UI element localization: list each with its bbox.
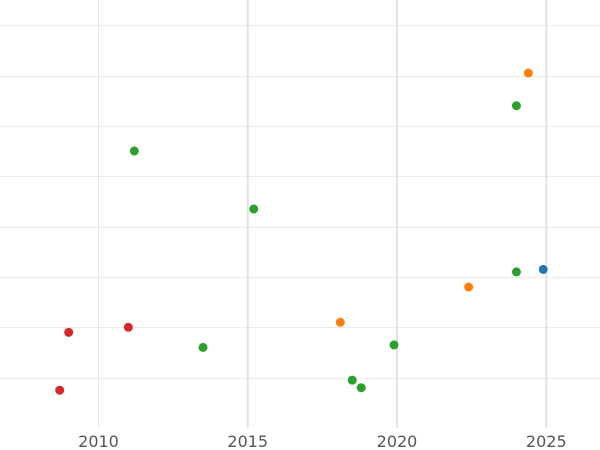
data-points <box>55 68 548 395</box>
data-point-s2-6[interactable] <box>389 340 399 350</box>
series-1 <box>55 322 133 395</box>
x-tick-label-2025: 2025 <box>526 432 567 450</box>
data-point-s2-4[interactable] <box>347 375 357 385</box>
data-point-s2-5[interactable] <box>356 383 366 393</box>
series-4 <box>538 264 548 274</box>
data-point-s3-2[interactable] <box>464 282 474 292</box>
data-point-s1-3[interactable] <box>123 322 133 332</box>
data-point-s3-3[interactable] <box>523 68 533 78</box>
grid <box>0 0 600 428</box>
data-point-s1-2[interactable] <box>64 327 74 337</box>
x-tick-label-2015: 2015 <box>227 432 268 450</box>
data-point-s2-3[interactable] <box>249 204 259 214</box>
data-point-s1-1[interactable] <box>55 385 65 395</box>
data-point-s2-7[interactable] <box>511 267 521 277</box>
x-axis-ticks: 2010 2015 2020 2025 <box>78 432 566 450</box>
data-point-s2-1[interactable] <box>129 146 139 156</box>
data-point-s4-1[interactable] <box>538 264 548 274</box>
series-3 <box>335 68 533 327</box>
data-point-s2-2[interactable] <box>198 342 208 352</box>
data-point-s2-8[interactable] <box>511 101 521 111</box>
x-tick-label-2010: 2010 <box>78 432 119 450</box>
x-tick-label-2020: 2020 <box>377 432 418 450</box>
series-2 <box>129 101 521 393</box>
data-point-s3-1[interactable] <box>335 317 345 327</box>
